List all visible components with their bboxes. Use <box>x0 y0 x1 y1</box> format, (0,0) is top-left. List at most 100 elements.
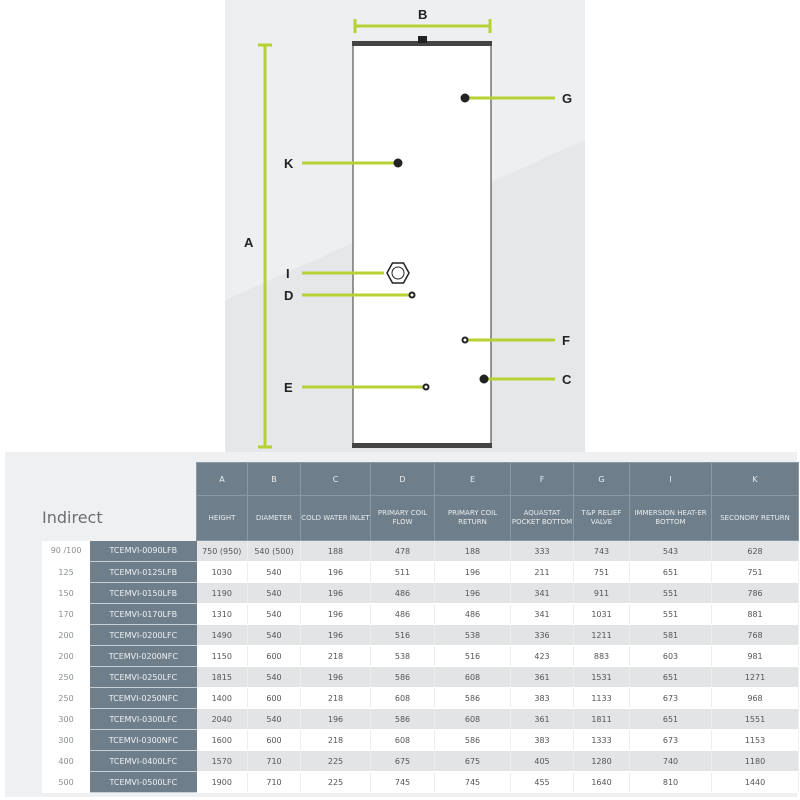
value-cell: 768 <box>711 624 799 646</box>
value-cell: 740 <box>629 750 712 772</box>
value-cell: 586 <box>370 708 435 730</box>
value-cell: 1280 <box>573 750 630 772</box>
value-cell: 586 <box>434 687 511 709</box>
value-cell: 743 <box>573 540 630 562</box>
value-cell: 581 <box>629 624 712 646</box>
value-cell: 225 <box>300 771 371 793</box>
volume-cell: 500 <box>42 771 91 793</box>
value-cell: 1440 <box>711 771 799 793</box>
value-cell: 750 (950) <box>196 540 248 562</box>
value-cell: 1570 <box>196 750 248 772</box>
table-row: 200 TCEMVI-0200LFC 1490 540 196 516 538 336 1211… <box>42 624 799 646</box>
value-cell: 628 <box>711 540 799 562</box>
value-cell: 751 <box>573 561 630 583</box>
label-a: A <box>244 235 254 250</box>
table-row: 300 TCEMVI-0300NFC 1600 600 218 608 586 383 1333… <box>42 729 799 751</box>
value-cell: 1030 <box>196 561 248 583</box>
value-cell: 1600 <box>196 729 248 751</box>
table-row: 400 TCEMVI-0400LFC 1570 710 225 675 675 405 1280… <box>42 750 799 772</box>
column-letter: E <box>434 462 511 496</box>
model-cell: TCEMVI-0090LFB <box>90 540 197 562</box>
value-cell: 673 <box>629 687 712 709</box>
value-cell: 600 <box>247 687 301 709</box>
column-header: AQUASTAT POCKET BOTTOM <box>510 495 574 541</box>
value-cell: 673 <box>629 729 712 751</box>
value-cell: 218 <box>300 687 371 709</box>
model-cell: TCEMVI-0300NFC <box>90 729 197 751</box>
table-row: 200 TCEMVI-0200NFC 1150 600 218 538 516 423 883 6… <box>42 645 799 667</box>
value-cell: 1310 <box>196 603 248 625</box>
model-cell: TCEMVI-0250LFC <box>90 666 197 688</box>
value-cell: 538 <box>370 645 435 667</box>
table-row: 250 TCEMVI-0250LFC 1815 540 196 586 608 361 1531… <box>42 666 799 688</box>
model-cell: TCEMVI-0150LFB <box>90 582 197 604</box>
value-cell: 455 <box>510 771 574 793</box>
value-cell: 188 <box>300 540 371 562</box>
value-cell: 196 <box>300 708 371 730</box>
column-letter: G <box>573 462 630 496</box>
volume-cell: 250 <box>42 666 91 688</box>
value-cell: 1180 <box>711 750 799 772</box>
model-cell: TCEMVI-0400LFC <box>90 750 197 772</box>
value-cell: 540 <box>247 624 301 646</box>
value-cell: 600 <box>247 645 301 667</box>
column-header: PRIMARY COIL FLOW <box>370 495 435 541</box>
value-cell: 1640 <box>573 771 630 793</box>
value-cell: 2040 <box>196 708 248 730</box>
volume-cell: 125 <box>42 561 91 583</box>
model-cell: TCEMVI-0170LFB <box>90 603 197 625</box>
value-cell: 751 <box>711 561 799 583</box>
value-cell: 218 <box>300 645 371 667</box>
volume-cell: 200 <box>42 624 91 646</box>
value-cell: 608 <box>370 729 435 751</box>
column-header: SECONDRY RETURN <box>711 495 799 541</box>
cylinder-body <box>352 41 492 447</box>
value-cell: 225 <box>300 750 371 772</box>
volume-cell: 170 <box>42 603 91 625</box>
value-cell: 540 <box>247 582 301 604</box>
value-cell: 540 <box>247 666 301 688</box>
value-cell: 361 <box>510 666 574 688</box>
value-cell: 1815 <box>196 666 248 688</box>
value-cell: 551 <box>629 603 712 625</box>
value-cell: 540 <box>247 708 301 730</box>
value-cell: 383 <box>510 729 574 751</box>
value-cell: 196 <box>300 666 371 688</box>
value-cell: 675 <box>370 750 435 772</box>
column-letter: C <box>300 462 371 496</box>
column-letter: A <box>196 462 248 496</box>
value-cell: 881 <box>711 603 799 625</box>
value-cell: 586 <box>370 666 435 688</box>
value-cell: 675 <box>434 750 511 772</box>
volume-cell: 90 /100 <box>42 540 91 562</box>
column-header: DIAMETER <box>247 495 301 541</box>
value-cell: 1551 <box>711 708 799 730</box>
value-cell: 196 <box>300 603 371 625</box>
value-cell: 651 <box>629 708 712 730</box>
value-cell: 608 <box>434 708 511 730</box>
label-g: G <box>562 91 572 106</box>
value-cell: 1150 <box>196 645 248 667</box>
table-row: 300 TCEMVI-0300LFC 2040 540 196 586 608 361 1811… <box>42 708 799 730</box>
value-cell: 333 <box>510 540 574 562</box>
column-header: COLD WATER INLET <box>300 495 371 541</box>
table-row: 90 /100 TCEMVI-0090LFB 750 (950) 540 (500) 1… <box>42 540 799 562</box>
value-cell: 810 <box>629 771 712 793</box>
volume-cell: 400 <box>42 750 91 772</box>
value-cell: 211 <box>510 561 574 583</box>
value-cell: 218 <box>300 729 371 751</box>
model-cell: TCEMVI-0200NFC <box>90 645 197 667</box>
table-row: 150 TCEMVI-0150LFB 1190 540 196 486 196 341 911 5… <box>42 582 799 604</box>
value-cell: 651 <box>629 561 712 583</box>
value-cell: 196 <box>434 561 511 583</box>
value-cell: 423 <box>510 645 574 667</box>
volume-cell: 200 <box>42 645 91 667</box>
value-cell: 361 <box>510 708 574 730</box>
value-cell: 486 <box>434 603 511 625</box>
column-header: T&P RELIEF VALVE <box>573 495 630 541</box>
value-cell: 543 <box>629 540 712 562</box>
value-cell: 1490 <box>196 624 248 646</box>
label-f: F <box>562 333 570 348</box>
column-letter: B <box>247 462 301 496</box>
